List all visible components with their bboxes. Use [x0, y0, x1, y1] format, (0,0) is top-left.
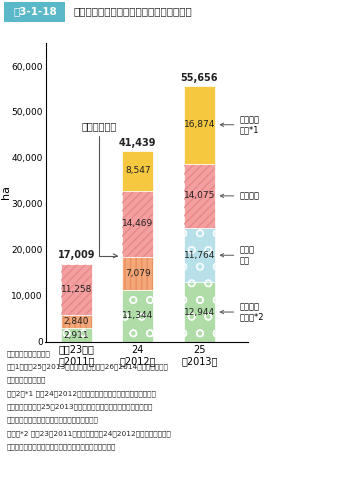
Text: 14,075: 14,075 — [184, 191, 215, 200]
Text: 16,874: 16,874 — [184, 120, 215, 129]
Bar — [61, 263, 92, 315]
Bar — [184, 86, 215, 163]
Text: カバーク
ロップ*2: カバーク ロップ*2 — [220, 302, 264, 322]
Bar — [122, 257, 153, 290]
Text: 2,911: 2,911 — [63, 331, 89, 339]
Bar — [61, 315, 92, 328]
Text: 11,764: 11,764 — [184, 251, 215, 260]
Bar — [184, 282, 215, 342]
Bar — [184, 282, 215, 342]
Text: 14,469: 14,469 — [122, 219, 153, 228]
Text: ロップは、草生栽培、リビングマルチを含む。: ロップは、草生栽培、リビングマルチを含む。 — [7, 444, 116, 450]
Text: 2,840: 2,840 — [63, 317, 89, 326]
Bar — [61, 328, 92, 342]
Text: 堆肥の
施用: 堆肥の 施用 — [220, 246, 254, 265]
Bar — [61, 315, 92, 328]
Bar — [61, 328, 92, 342]
Bar — [122, 191, 153, 257]
Text: 11,344: 11,344 — [122, 311, 153, 320]
Text: の概数値。: の概数値。 — [7, 377, 46, 383]
Bar — [184, 86, 215, 163]
Bar — [184, 163, 215, 228]
FancyBboxPatch shape — [4, 1, 65, 22]
Text: 8,547: 8,547 — [125, 166, 150, 175]
Text: 7,079: 7,079 — [125, 269, 150, 278]
Bar — [122, 290, 153, 342]
Text: 17,009: 17,009 — [57, 250, 95, 261]
Text: 図3-1-18: 図3-1-18 — [13, 6, 57, 16]
Bar — [184, 228, 215, 282]
Bar — [122, 152, 153, 191]
Bar — [122, 290, 153, 342]
Text: *2 平成23（2011）年度及び平成24（2012）年度のカバーク: *2 平成23（2011）年度及び平成24（2012）年度のカバーク — [7, 430, 171, 437]
Bar — [184, 163, 215, 228]
Text: 地域特認
取組*1: 地域特認 取組*1 — [220, 115, 259, 134]
Bar — [122, 152, 153, 191]
Bar — [122, 191, 153, 257]
Text: 資料：農林水産省調べ: 資料：農林水産省調べ — [7, 350, 51, 357]
Text: 41,439: 41,439 — [119, 138, 156, 148]
Text: 11,258: 11,258 — [61, 285, 92, 294]
Bar — [61, 263, 92, 315]
Text: 環境保全型農業直接支援の実施面積の推移: 環境保全型農業直接支援の実施面積の推移 — [74, 6, 192, 16]
Bar — [122, 257, 153, 290]
Text: ングマルチ及び冬期湛水管理をきむ。: ングマルチ及び冬期湛水管理をきむ。 — [7, 417, 99, 424]
Text: 2）*1 平成24（2012）年度の地域特認取組は堆肥の施用を含: 2）*1 平成24（2012）年度の地域特認取組は堆肥の施用を含 — [7, 390, 156, 397]
Text: 有機農業: 有機農業 — [220, 191, 259, 200]
Text: 55,656: 55,656 — [181, 73, 218, 83]
Text: 注：1）平成25（2013）年度の数値は平成26（2014）年１月末現在: 注：1）平成25（2013）年度の数値は平成26（2014）年１月末現在 — [7, 363, 169, 370]
Text: 冬期湛水管理: 冬期湛水管理 — [81, 121, 117, 258]
Text: 12,944: 12,944 — [184, 307, 215, 316]
Text: む。平成25（2013）年度の地域特認取組は草生栽培、リビ: む。平成25（2013）年度の地域特認取組は草生栽培、リビ — [7, 403, 153, 410]
Y-axis label: ha: ha — [1, 185, 11, 199]
Bar — [184, 228, 215, 282]
